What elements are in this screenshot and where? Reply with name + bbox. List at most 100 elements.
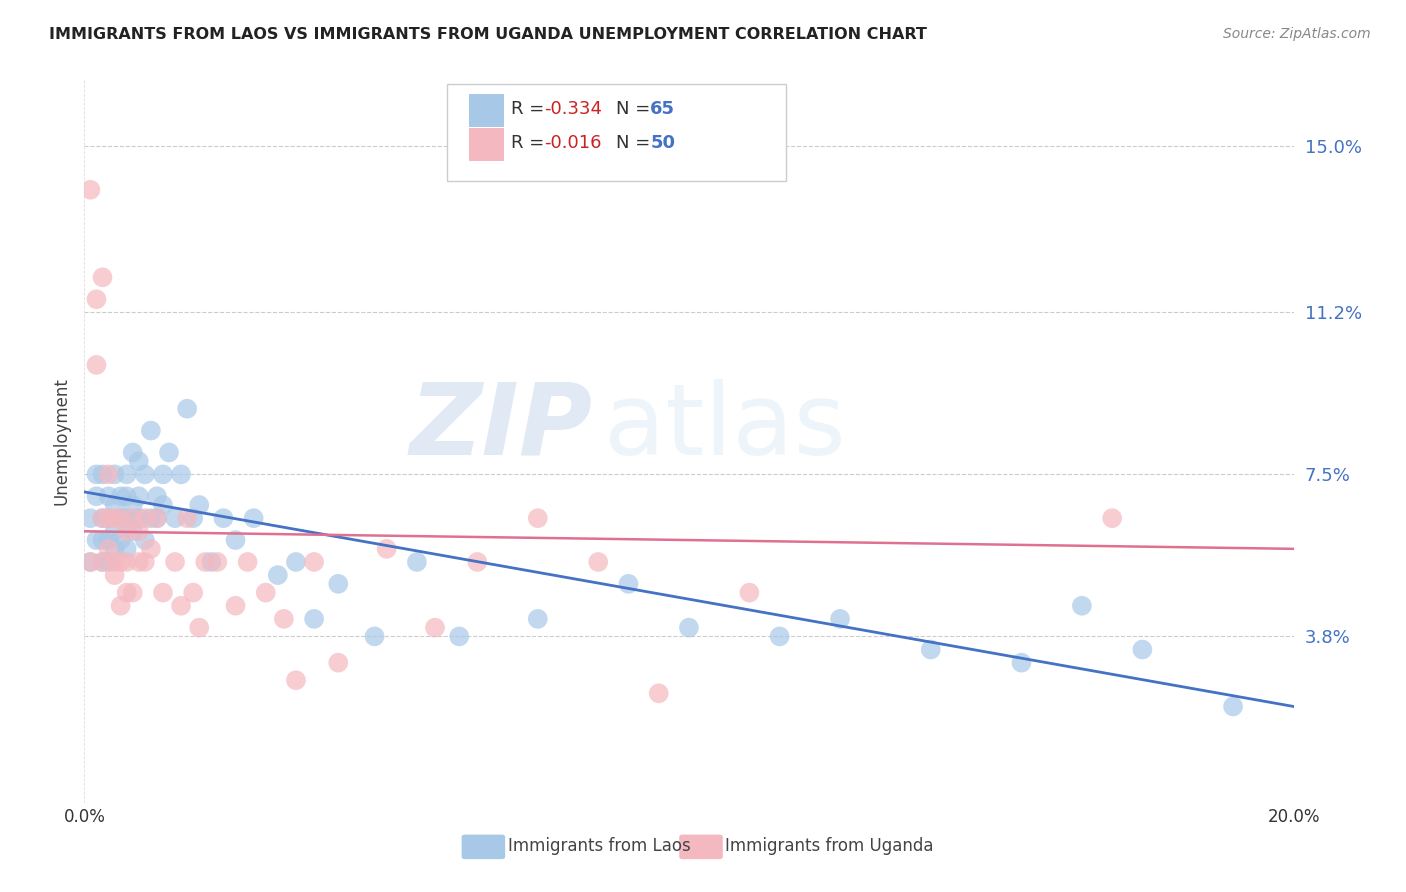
Point [165,511,187,525]
Point [97,541,120,556]
Point [170,467,193,482]
Point [97,511,120,525]
Point [176,511,198,525]
Point [104,498,127,512]
Point [91,511,114,525]
Point [128,454,150,468]
Point [678,621,700,635]
Point [236,555,259,569]
Point [128,489,150,503]
Text: R =: R = [512,100,550,118]
Point [146,511,169,525]
Text: ZIP: ZIP [409,378,592,475]
Point [527,612,550,626]
Point [104,568,127,582]
Point [91,270,114,285]
Point [328,577,350,591]
Point [86,467,108,482]
Point [121,498,143,512]
Point [285,555,308,569]
Point [110,511,132,525]
Point [1071,599,1094,613]
Point [110,555,132,569]
Point [79,555,101,569]
Text: Immigrants from Uganda: Immigrants from Uganda [725,838,934,855]
Point [134,533,156,547]
Point [302,555,325,569]
FancyBboxPatch shape [447,84,786,181]
FancyBboxPatch shape [679,835,723,859]
Point [91,467,114,482]
Point [104,555,127,569]
Point [207,555,229,569]
Point [375,541,398,556]
Point [104,524,127,539]
Text: 65: 65 [650,100,675,118]
Point [121,524,143,539]
Text: N =: N = [616,134,657,153]
Point [115,467,138,482]
Point [769,629,792,643]
Point [423,621,446,635]
Point [1222,699,1244,714]
Point [1101,511,1123,525]
Point [267,568,290,582]
Point [121,445,143,459]
Point [1130,642,1153,657]
Point [738,585,761,599]
Point [134,511,156,525]
Y-axis label: Unemployment: Unemployment [52,377,70,506]
Point [449,629,471,643]
Point [363,629,385,643]
Point [134,467,156,482]
Point [110,533,132,547]
Point [86,489,108,503]
Text: IMMIGRANTS FROM LAOS VS IMMIGRANTS FROM UGANDA UNEMPLOYMENT CORRELATION CHART: IMMIGRANTS FROM LAOS VS IMMIGRANTS FROM … [49,27,927,42]
Point [121,511,143,525]
Text: Immigrants from Laos: Immigrants from Laos [508,838,690,855]
Point [157,445,180,459]
Text: -0.334: -0.334 [544,100,602,118]
Point [165,555,187,569]
Point [273,612,295,626]
Point [194,555,217,569]
Point [406,555,429,569]
Point [86,533,108,547]
FancyBboxPatch shape [468,128,503,161]
Point [254,585,277,599]
Point [467,555,489,569]
Point [617,577,640,591]
Point [328,656,350,670]
Point [128,555,150,569]
Point [91,511,114,525]
Text: Source: ZipAtlas.com: Source: ZipAtlas.com [1223,27,1371,41]
Point [176,401,198,416]
FancyBboxPatch shape [461,835,505,859]
Point [97,533,120,547]
Point [225,533,247,547]
Point [115,489,138,503]
Text: atlas: atlas [605,378,846,475]
Point [104,511,127,525]
Point [181,585,204,599]
Point [181,511,204,525]
Point [97,489,120,503]
Point [152,585,174,599]
Point [79,555,101,569]
Point [527,511,550,525]
Point [128,511,150,525]
Point [212,511,235,525]
Point [91,555,114,569]
Point [648,686,671,700]
Point [115,585,138,599]
Text: 50: 50 [650,134,675,153]
Text: -0.016: -0.016 [544,134,602,153]
Point [104,541,127,556]
Point [86,292,108,306]
Point [1011,656,1033,670]
Point [139,511,162,525]
Point [104,467,127,482]
Point [91,533,114,547]
Point [97,511,120,525]
Point [170,599,193,613]
